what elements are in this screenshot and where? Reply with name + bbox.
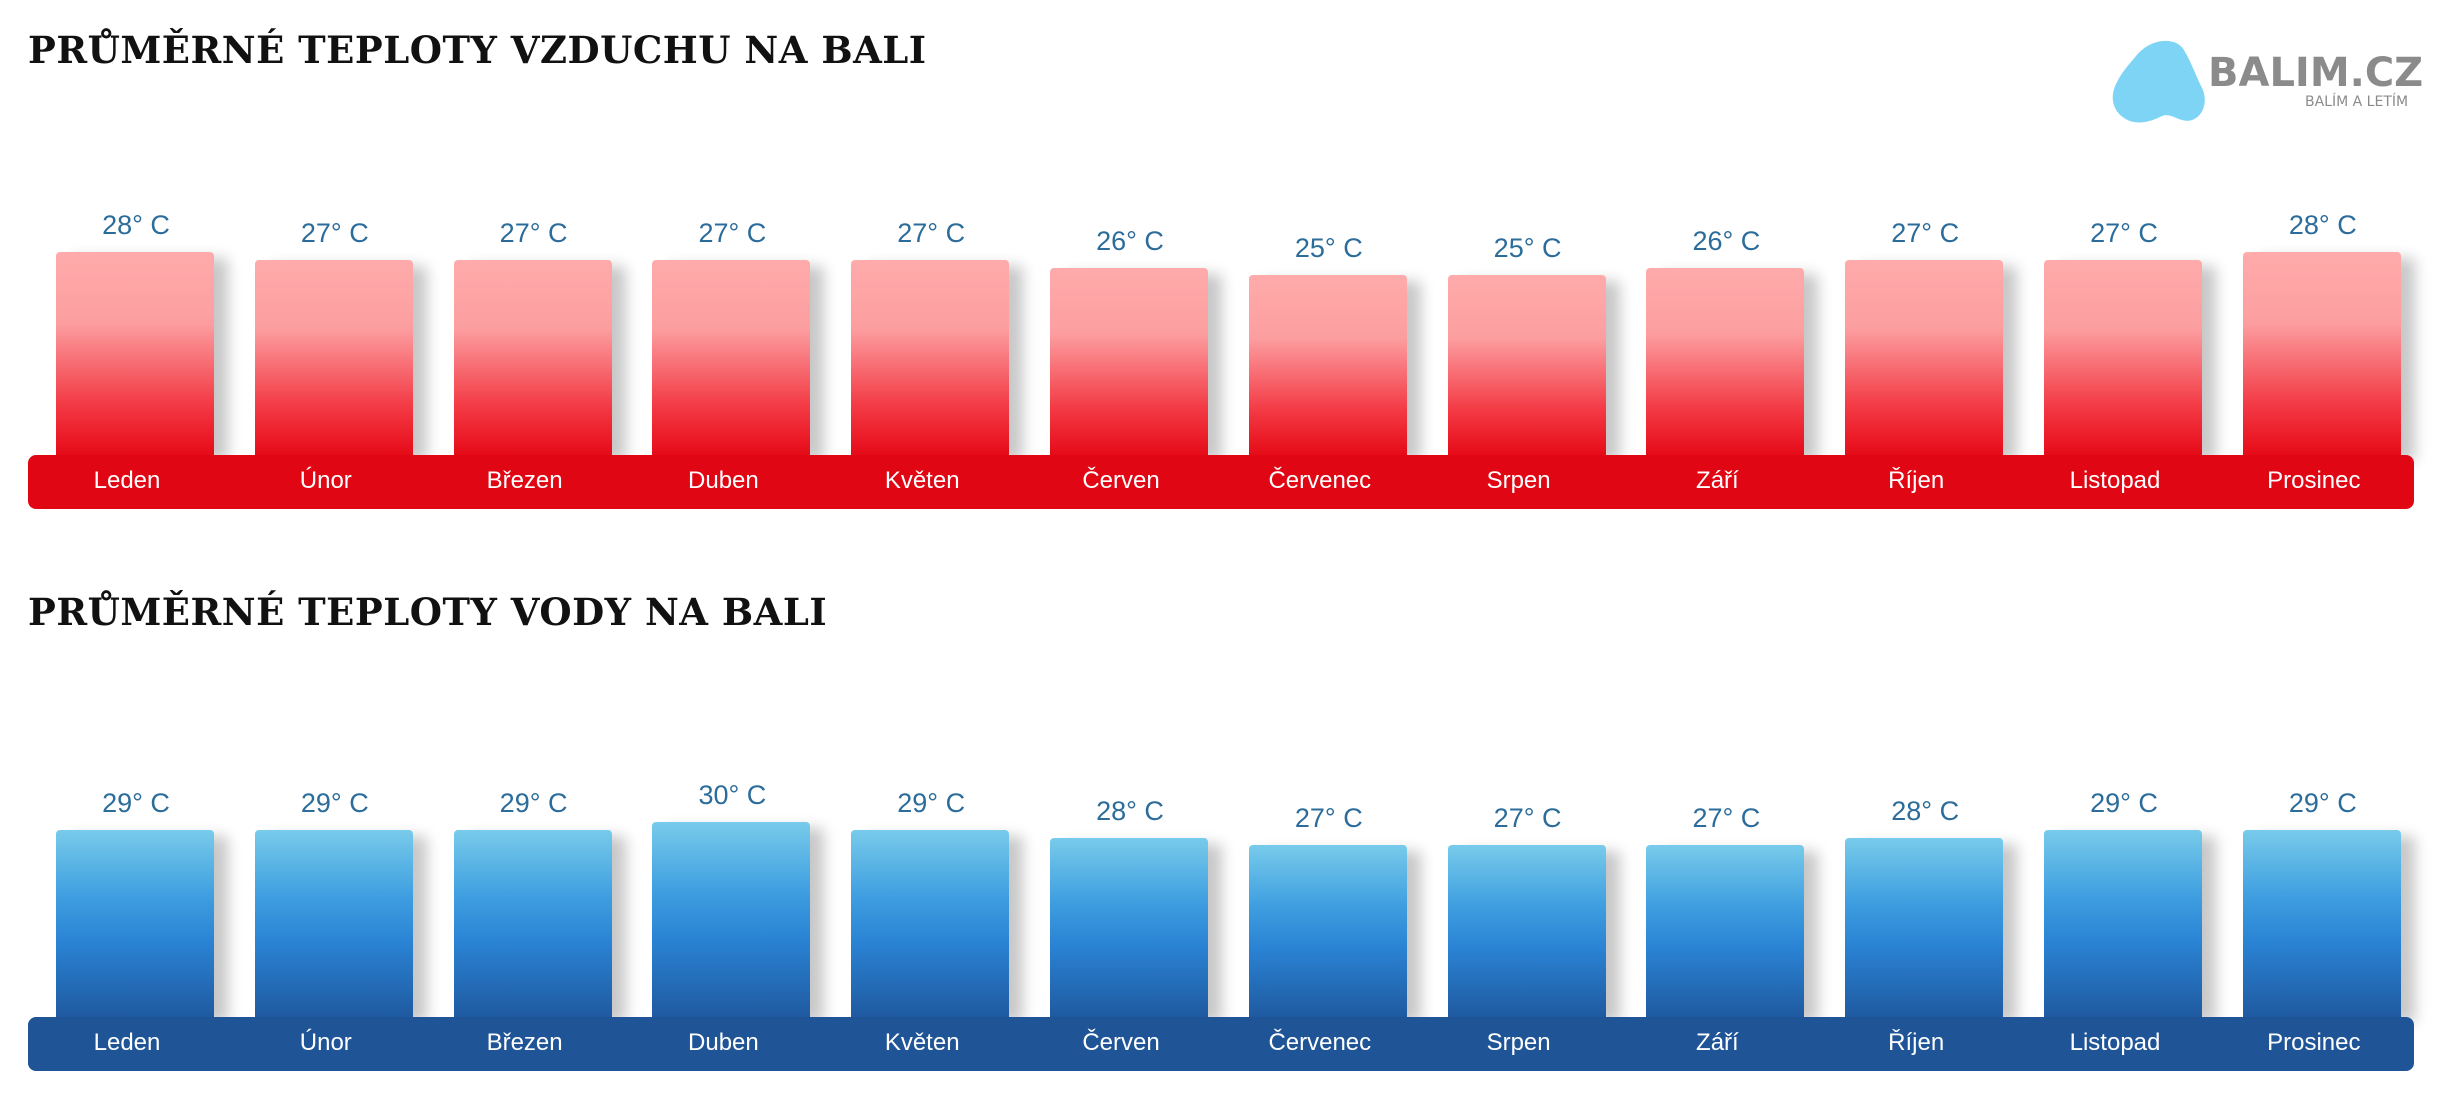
air-month-label: Listopad: [2069, 467, 2161, 494]
air-month-band: Leden Únor Březen Duben Květen Červen Červenec…: [28, 455, 2414, 509]
water-value-label: 29° C: [499, 787, 568, 818]
air-value-label: 27° C: [2090, 217, 2158, 248]
water-bar-leden: [56, 829, 214, 1017]
air-bar-leden: [56, 252, 214, 455]
water-value-label: 29° C: [897, 787, 966, 818]
air-bar-květen: [851, 259, 1010, 455]
water-bar-únor: [254, 829, 413, 1017]
logo-tagline: BALÍM A LETÍM: [2305, 94, 2409, 110]
water-bar-prosinec: [2242, 829, 2401, 1017]
air-value-label: 27° C: [499, 217, 568, 248]
air-month-label: Březen: [486, 467, 563, 494]
air-value-label: 25° C: [1493, 233, 1562, 264]
air-value-label: 26° C: [1692, 225, 1761, 256]
water-bar-duben: [652, 822, 811, 1017]
air-bar-listopad: [2044, 259, 2202, 455]
water-bars-layer: 29° C 29° C 29° C 30° C 29° C 28° C 27° C 27° C…: [28, 757, 2414, 1017]
water-bar-březen: [453, 829, 612, 1017]
water-value-label: 29° C: [2288, 787, 2357, 818]
air-bar-září: [1646, 267, 1805, 455]
water-month-label: Srpen: [1486, 1029, 1551, 1056]
water-month-label: Duben: [688, 1029, 759, 1056]
air-chart-title: PRŮMĚRNÉ TEPLOTY VZDUCHU NA BALI: [28, 28, 927, 72]
water-month-label: Leden: [93, 1029, 161, 1056]
water-bar-listopad: [2044, 829, 2202, 1017]
air-bar-říjen: [1845, 259, 2004, 455]
water-value-label: 28° C: [1891, 795, 1960, 826]
air-month-label: Srpen: [1486, 467, 1551, 494]
water-month-label: Květen: [884, 1029, 960, 1056]
water-month-label: Listopad: [2069, 1029, 2161, 1056]
water-value-label: 29° C: [300, 787, 369, 818]
water-value-label: 29° C: [102, 787, 170, 818]
water-month-label: Červenec: [1268, 1029, 1372, 1056]
air-month-label: Duben: [688, 467, 759, 494]
water-value-label: 27° C: [1493, 803, 1562, 834]
air-month-label: Prosinec: [2267, 467, 2361, 494]
water-value-label: 27° C: [1692, 803, 1761, 834]
water-temperature-chart: 29° C 29° C 29° C 30° C 29° C 28° C 27° C 27° C…: [28, 757, 2414, 1071]
air-bar-prosinec: [2242, 252, 2401, 455]
water-month-label: Říjen: [1888, 1029, 1945, 1056]
logo-blob-icon: [2112, 40, 2205, 123]
air-value-label: 27° C: [698, 217, 767, 248]
water-month-band: Leden Únor Březen Duben Květen Červen Červenec…: [28, 1017, 2414, 1071]
air-value-label: 27° C: [897, 217, 966, 248]
water-bar-červenec: [1248, 845, 1407, 1017]
logo-name: BALIM.CZ: [2208, 50, 2424, 96]
water-value-label: 30° C: [698, 780, 767, 810]
water-month-label: Prosinec: [2267, 1029, 2361, 1056]
air-month-label: Únor: [299, 467, 352, 494]
air-month-label: Červen: [1082, 467, 1160, 494]
water-value-label: 27° C: [1294, 803, 1363, 834]
air-value-label: 26° C: [1096, 225, 1164, 256]
water-month-label: Únor: [299, 1029, 352, 1056]
air-bar-únor: [254, 259, 413, 455]
water-value-label: 29° C: [2090, 787, 2158, 818]
site-logo[interactable]: BALIM.CZ BALÍM A LETÍM: [2100, 32, 2424, 132]
air-month-label: Leden: [93, 467, 161, 494]
air-bar-červen: [1050, 267, 1208, 455]
air-bar-duben: [652, 259, 811, 455]
air-bar-červenec: [1248, 275, 1407, 455]
air-value-label: 28° C: [2288, 210, 2357, 240]
water-bar-srpen: [1447, 845, 1606, 1017]
water-month-label: Červen: [1082, 1029, 1160, 1056]
air-value-label: 27° C: [1891, 217, 1960, 248]
air-month-label: Červenec: [1268, 467, 1372, 494]
air-bar-březen: [453, 259, 612, 455]
air-temperature-chart: 28° C 27° C 27° C 27° C 27° C 26° C 25° C 25° C…: [28, 195, 2414, 509]
water-bar-září: [1646, 845, 1805, 1017]
air-bar-srpen: [1447, 275, 1606, 455]
water-bar-květen: [851, 829, 1010, 1017]
air-value-label: 25° C: [1294, 233, 1363, 264]
air-bars-layer: 28° C 27° C 27° C 27° C 27° C 26° C 25° C 25° C…: [28, 195, 2414, 455]
water-bar-červen: [1050, 837, 1208, 1017]
water-bar-říjen: [1845, 837, 2004, 1017]
water-month-label: Září: [1696, 1029, 1739, 1056]
air-value-label: 27° C: [300, 217, 369, 248]
air-value-label: 28° C: [102, 210, 170, 240]
air-month-label: Říjen: [1888, 467, 1945, 494]
water-value-label: 28° C: [1096, 795, 1164, 826]
water-month-label: Březen: [486, 1029, 563, 1056]
water-chart-title: PRŮMĚRNÉ TEPLOTY VODY NA BALI: [28, 590, 828, 634]
air-month-label: Květen: [884, 467, 960, 494]
air-month-label: Září: [1696, 467, 1739, 494]
